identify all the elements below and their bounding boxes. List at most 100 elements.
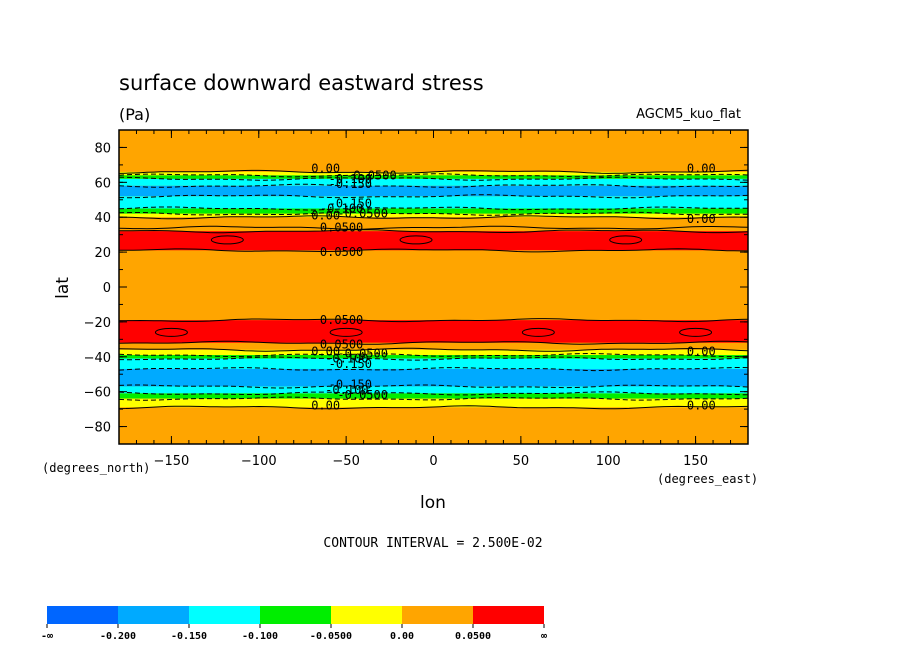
contour-line	[118, 173, 749, 178]
y-tick-label: 0	[103, 281, 111, 296]
contour-line	[119, 248, 748, 253]
y-tick-label: 40	[94, 211, 111, 226]
y-units-label: (degrees_north)	[42, 461, 150, 475]
contour-label: -0.0500	[346, 168, 397, 182]
contour-labels: 0.00 -0.0500-0.100-0.150-0.150-0.1000.00-…	[311, 161, 716, 412]
colorbar-swatch	[260, 606, 331, 624]
contour-line	[679, 327, 713, 337]
x-tick-label: 0	[429, 454, 437, 469]
y-tick-label: −40	[84, 351, 111, 366]
colorbar-label: 0.0500	[455, 631, 491, 642]
colorbar-swatch	[402, 606, 473, 624]
contour-band	[119, 320, 748, 343]
contour-lines	[118, 169, 749, 410]
contour-line	[118, 225, 749, 230]
contour-line	[118, 384, 749, 389]
contour-label: -0.150	[329, 357, 372, 371]
contour-line	[118, 229, 749, 234]
dataset-label: AGCM5_kuo_flat	[636, 107, 741, 122]
contour-band	[119, 231, 748, 251]
contour-band	[119, 355, 748, 359]
contour-line	[118, 405, 749, 410]
contour-line	[118, 367, 749, 372]
x-tick-label: 100	[596, 454, 621, 469]
contour-band	[119, 349, 748, 356]
contour-line	[118, 340, 749, 345]
filled-contour-bands	[119, 130, 748, 444]
contour-line	[118, 211, 748, 216]
contour-line	[329, 327, 363, 337]
colorbar: -∞ -0.200 -0.150 -0.100 -0.0500 0.00 0.0500 ∞	[41, 606, 547, 642]
contour-label: -0.0500	[337, 207, 388, 221]
contour-band	[119, 398, 748, 408]
x-tick-label: 50	[513, 454, 530, 469]
colorbar-swatch	[331, 606, 402, 624]
contour-band	[119, 393, 748, 399]
x-units-label: (degrees_east)	[657, 472, 758, 486]
y-tick-label: 80	[94, 141, 111, 156]
contour-line	[119, 176, 749, 181]
contour-label: -0.0500	[337, 388, 388, 402]
x-tick-label: −50	[332, 454, 359, 469]
contour-band	[119, 358, 748, 369]
colorbar-label: -0.200	[100, 631, 136, 642]
colorbar-label: ∞	[541, 631, 547, 642]
contour-label: 0.00	[687, 399, 716, 413]
x-tick-label: 150	[683, 454, 708, 469]
contour-label: 0.00	[311, 345, 340, 359]
x-tick-label: −100	[241, 454, 277, 469]
contour-line	[521, 327, 555, 337]
contour-label: -0.100	[325, 352, 368, 366]
colorbar-swatch	[189, 606, 260, 624]
contour-label: 0.0500	[320, 338, 363, 352]
contour-band	[119, 217, 748, 228]
y-tick-label: −80	[84, 421, 111, 436]
contour-label: 0.0500	[320, 313, 363, 327]
contour-band	[119, 208, 748, 214]
colorbar-label: -0.0500	[310, 631, 352, 642]
contour-line	[118, 169, 749, 174]
contour-interval-label: CONTOUR INTERVAL = 2.500E-02	[323, 536, 542, 551]
contour-label: 0.00	[687, 161, 716, 175]
colorbar-label: -0.100	[242, 631, 278, 642]
contour-band	[119, 175, 748, 179]
y-tick-label: −20	[84, 316, 111, 331]
colorbar-swatch	[473, 606, 544, 624]
contour-line	[118, 215, 748, 220]
contour-line	[210, 235, 244, 245]
contour-label: 0.00	[687, 212, 716, 226]
contour-line	[609, 235, 643, 245]
contour-label: -0.100	[329, 172, 372, 186]
contour-band	[119, 196, 748, 209]
contour-band	[119, 178, 748, 186]
contour-label: -0.150	[329, 177, 372, 191]
contour-band	[119, 250, 748, 321]
colorbar-label: -∞	[41, 631, 53, 642]
y-tick-label: −60	[84, 386, 111, 401]
contour-label: 0.00	[311, 399, 340, 413]
contour-band	[119, 368, 748, 387]
y-axis-label: lat	[53, 277, 73, 299]
contour-line	[118, 347, 749, 352]
contour-band	[119, 386, 748, 394]
x-axis-label: lon	[420, 493, 446, 513]
contour-line	[154, 327, 188, 337]
contour-label: 0.0500	[320, 221, 363, 235]
x-axis: −150 −100 −50 0 50 100 150	[135, 130, 732, 469]
colorbar-swatch	[118, 606, 189, 624]
contour-line	[118, 391, 748, 396]
contour-band	[119, 342, 748, 350]
contour-line	[118, 183, 749, 188]
contour-line	[118, 352, 749, 358]
contour-label: -0.0500	[337, 346, 388, 360]
contour-label: 0.00	[687, 345, 716, 359]
contour-line	[118, 396, 749, 401]
contour-label: -0.150	[329, 196, 372, 210]
y-tick-label: 60	[94, 176, 111, 191]
contour-band	[119, 213, 748, 218]
contour-label: -0.100	[320, 202, 363, 216]
chart-title: surface downward eastward stress	[119, 71, 484, 95]
colorbar-label: 0.00	[390, 631, 414, 642]
colorbar-label: -0.150	[171, 631, 207, 642]
